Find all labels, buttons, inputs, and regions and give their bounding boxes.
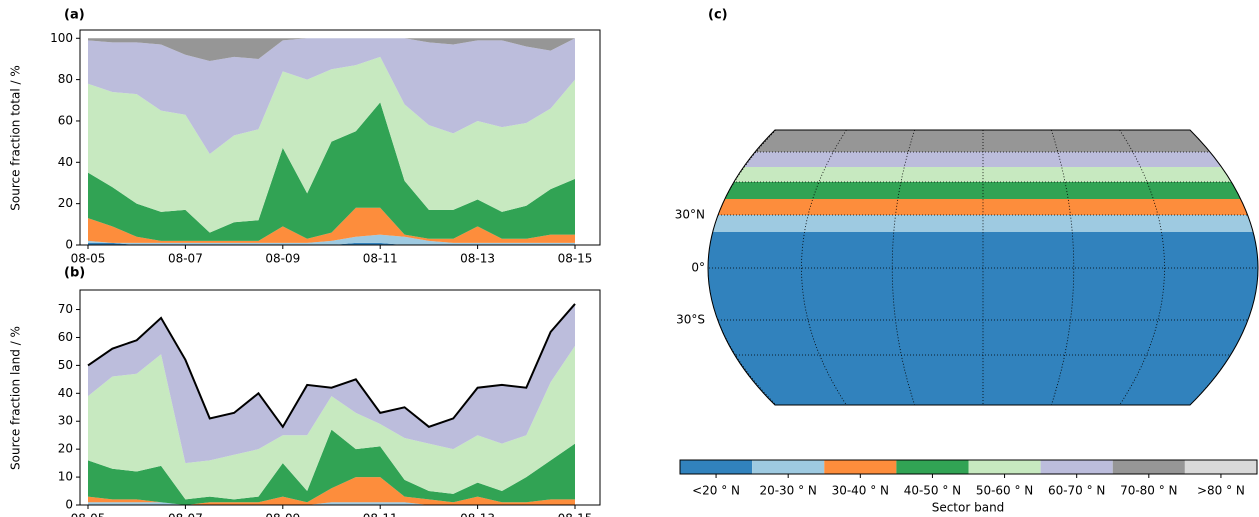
y-tick-label: 40: [58, 386, 73, 400]
colorbar-frame: [679, 459, 1258, 475]
x-tick-label: 08-07: [168, 512, 203, 517]
x-tick-label: 08-15: [558, 512, 593, 517]
legend-label: <20 ° N: [692, 484, 740, 498]
legend-label: 30-40 ° N: [832, 484, 889, 498]
legend-label: 40-50 ° N: [904, 484, 961, 498]
y-axis-label: Source fraction total / %: [9, 65, 23, 210]
y-tick-label: 100: [50, 31, 73, 45]
colorbar-segment: [1184, 460, 1257, 474]
legend-label: 50-60 ° N: [976, 484, 1033, 498]
map-band: [708, 232, 1258, 405]
lat-label: 30°N: [675, 208, 705, 222]
y-tick-label: 20: [58, 196, 73, 210]
y-tick-label: 0: [65, 498, 73, 512]
y-tick-label: 70: [58, 302, 73, 316]
colorbar-segment: [680, 460, 753, 474]
y-tick-label: 60: [58, 330, 73, 344]
panel-title: (c): [708, 8, 728, 23]
legend-label: 20-30 ° N: [759, 484, 816, 498]
plot-frame: [79, 289, 601, 506]
area: [88, 207, 575, 243]
area: [88, 38, 575, 62]
colorbar-label: Sector band: [932, 501, 1005, 515]
colorbar-segment: [824, 460, 897, 474]
y-tick-label: 80: [58, 72, 73, 86]
x-tick-label: 08-15: [558, 252, 593, 266]
y-axis-label: Source fraction land / %: [9, 326, 23, 470]
y-tick-label: 30: [58, 414, 73, 428]
colorbar-segment: [896, 460, 969, 474]
x-tick-label: 08-11: [363, 512, 398, 517]
area: [88, 102, 575, 241]
x-tick-label: 08-09: [265, 512, 300, 517]
area: [88, 502, 575, 505]
map-band: [708, 130, 1258, 152]
x-tick-label: 08-05: [71, 512, 106, 517]
meridian: [1119, 130, 1165, 405]
x-tick-label: 08-09: [265, 252, 300, 266]
area: [88, 429, 575, 505]
meridian: [1050, 130, 1075, 405]
map-band: [708, 152, 1258, 167]
area: [88, 56, 575, 233]
map-bands: [708, 130, 1258, 405]
y-tick-label: 20: [58, 442, 73, 456]
legend-label: >80 ° N: [1197, 484, 1245, 498]
area: [88, 234, 575, 245]
area: [88, 477, 575, 505]
colorbar-segment: [1040, 460, 1113, 474]
colorbar-segment: [968, 460, 1041, 474]
x-tick-label: 08-11: [363, 252, 398, 266]
x-tick-label: 08-13: [460, 252, 495, 266]
map-band: [708, 167, 1258, 182]
y-tick-label: 60: [58, 113, 73, 127]
x-tick-label: 08-07: [168, 252, 203, 266]
map-band: [708, 182, 1258, 199]
legend-label: 70-80 ° N: [1120, 484, 1177, 498]
y-tick-label: 40: [58, 155, 73, 169]
map-outline: [707, 129, 1259, 406]
area: [88, 303, 575, 464]
x-tick-label: 08-05: [71, 252, 106, 266]
meridian: [801, 130, 847, 405]
meridian: [708, 130, 777, 405]
y-tick-label: 0: [65, 238, 73, 252]
x-tick-label: 08-13: [460, 512, 495, 517]
total-line: [87, 303, 576, 429]
lat-label: 0°: [691, 261, 705, 275]
y-tick-label: 50: [58, 358, 73, 372]
plot-frame: [79, 29, 601, 246]
map-band: [708, 215, 1258, 232]
panel-title: (b): [64, 266, 85, 281]
colorbar-segment: [1112, 460, 1185, 474]
area: [88, 345, 575, 500]
meridian: [891, 130, 916, 405]
y-tick-label: 10: [58, 470, 73, 484]
area: [88, 38, 575, 155]
panel-title: (a): [64, 8, 85, 23]
legend-label: 60-70 ° N: [1048, 484, 1105, 498]
lat-label: 30°S: [676, 313, 705, 327]
map-band: [708, 199, 1258, 215]
colorbar-segment: [752, 460, 825, 474]
